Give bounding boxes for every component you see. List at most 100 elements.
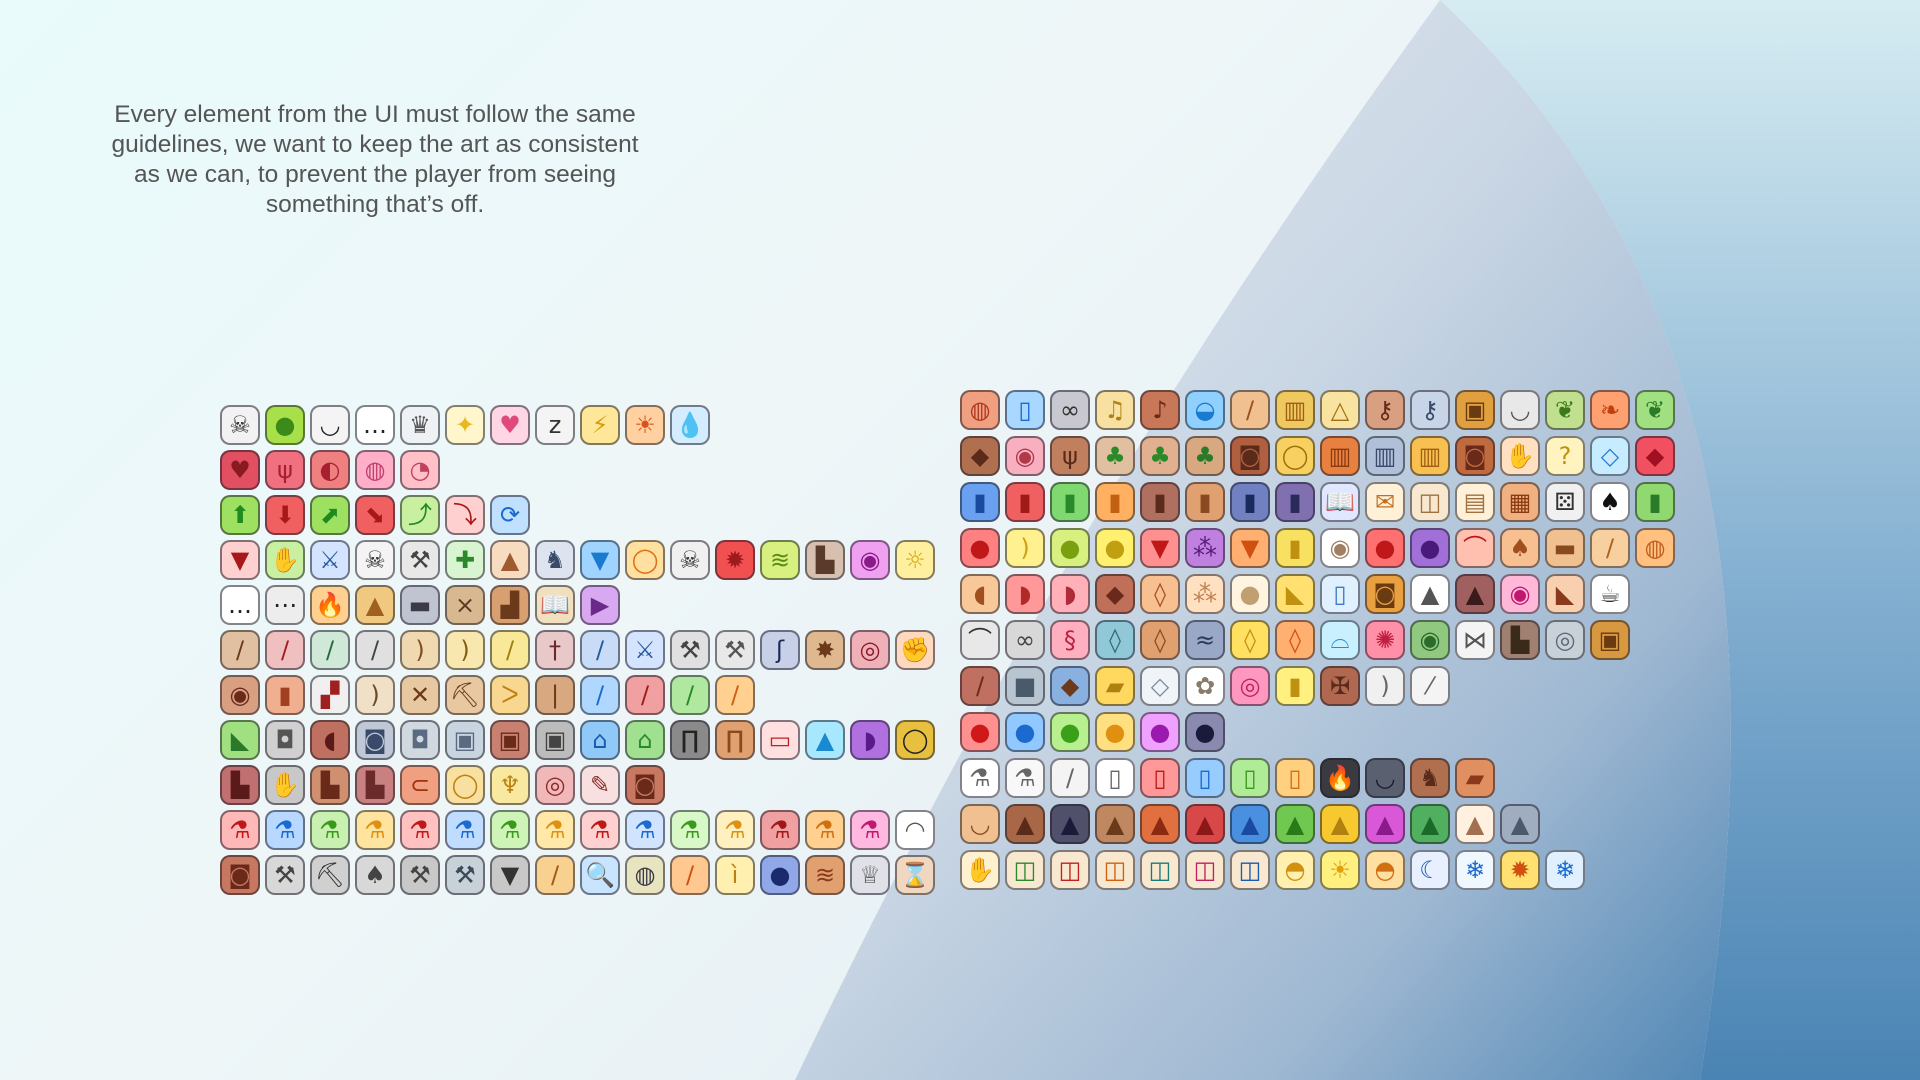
green-hand-icon: ✋ bbox=[265, 540, 305, 580]
basket-icon: ◡ bbox=[960, 804, 1000, 844]
bow-icon: ) bbox=[355, 675, 395, 715]
speech-bubble-icon: … bbox=[355, 405, 395, 445]
cheese-icon: ◣ bbox=[1275, 574, 1315, 614]
green-staff-icon: / bbox=[670, 675, 710, 715]
rope-coil-icon: ◎ bbox=[535, 765, 575, 805]
club-icon: | bbox=[535, 675, 575, 715]
rolled-scroll-icon: ◫ bbox=[1410, 482, 1450, 522]
violin-icon: ♪ bbox=[1140, 390, 1180, 430]
green-book-icon: ▮ bbox=[1050, 482, 1090, 522]
orange-leaf-icon: ❧ bbox=[1590, 390, 1630, 430]
red-jar-icon: ▯ bbox=[1140, 758, 1180, 798]
dark-powder-icon: ▲ bbox=[1050, 804, 1090, 844]
scroll-orange-icon: ◫ bbox=[1095, 850, 1135, 890]
onion-bulb-icon: ◉ bbox=[1005, 436, 1045, 476]
grapes-icon: ⁂ bbox=[1185, 528, 1225, 568]
yellow-potion-sparkle-icon: ⚗ bbox=[715, 810, 755, 850]
whip-icon: ◎ bbox=[850, 630, 890, 670]
skull-bone-icon: ☠ bbox=[355, 540, 395, 580]
empty-jar-icon: ▯ bbox=[1095, 758, 1135, 798]
purple-cloak-icon: ◗ bbox=[850, 720, 890, 760]
mushroom-icon: ♠ bbox=[1500, 528, 1540, 568]
hourglass-icon: ⌛ bbox=[895, 855, 935, 895]
crossed-swords-icon: ⚔ bbox=[310, 540, 350, 580]
roots-icon: ψ bbox=[1050, 436, 1090, 476]
olive-branch-icon: ❦ bbox=[1545, 390, 1585, 430]
blue-potion-plus-icon: ⚗ bbox=[445, 810, 485, 850]
leather-armor-icon: ▣ bbox=[490, 720, 530, 760]
icon-row-status: ☠ ● ◡… ♛ ✦ ♥ z ⚡ ☀ 💧 bbox=[220, 405, 715, 449]
skull-crossbones-icon: ☠ bbox=[220, 405, 260, 445]
wind-gust-icon: ≋ bbox=[760, 540, 800, 580]
refresh-icon: ⟳ bbox=[490, 495, 530, 535]
icon-row-weapons: / / / /)) / † / ⚔ ⚒ ⚒ ʃ ✸ ◎ ✊ bbox=[220, 630, 940, 674]
curved-sword-icon: ) bbox=[400, 630, 440, 670]
icon-row-arrows: ⬆ ⬇ ⬈ ⬊ ⤴ ⤵ ⟳ bbox=[220, 495, 535, 539]
leaf-hat-icon: ◣ bbox=[220, 720, 260, 760]
scroll-blue-icon: ◫ bbox=[1230, 850, 1270, 890]
spiky-crown-icon: ♛ bbox=[400, 405, 440, 445]
arrow-down-right-icon: ⬊ bbox=[355, 495, 395, 535]
axe-stump-icon: ▟ bbox=[490, 585, 530, 625]
red-gem-icon: ◆ bbox=[1635, 436, 1675, 476]
banana-icon: ) bbox=[1005, 528, 1045, 568]
apple-icon: ● bbox=[960, 528, 1000, 568]
lungs-icon: ψ bbox=[265, 450, 305, 490]
sparkles-icon: ✦ bbox=[445, 405, 485, 445]
eggs-icon: ⁂ bbox=[1185, 574, 1225, 614]
test-tube-icon: / bbox=[1050, 758, 1090, 798]
orange-book-icon: ▮ bbox=[1095, 482, 1135, 522]
dice-icon: ⚄ bbox=[1545, 482, 1585, 522]
green-shirt-icon: ⌂ bbox=[625, 720, 665, 760]
yarn-ball-icon: ◎ bbox=[1230, 666, 1270, 706]
tall-boots-icon: ▙ bbox=[355, 765, 395, 805]
icon-row-organs: ♥ ψ ◐ ◍ ◔ bbox=[220, 450, 445, 494]
rapier-icon: † bbox=[535, 630, 575, 670]
campfire-icon: 🔥 bbox=[310, 585, 350, 625]
gold-coin-icon: ◯ bbox=[1275, 436, 1315, 476]
octopus-icon: ✺ bbox=[1365, 620, 1405, 660]
boot-icon: ▙ bbox=[220, 765, 260, 805]
clownfish-icon: ◊ bbox=[1275, 620, 1315, 660]
milk-bottle-icon: ▯ bbox=[1320, 574, 1360, 614]
boot-kick-icon: ▲ bbox=[490, 540, 530, 580]
ice-cubes-icon: ◇ bbox=[1590, 436, 1630, 476]
blue-staff-icon: / bbox=[580, 675, 620, 715]
bread-slice-icon: ▬ bbox=[1545, 528, 1585, 568]
fire-ring-icon: ◯ bbox=[625, 540, 665, 580]
icon-row-plants: ◆ ◉ ψ ♣ ♣ ♣ ◙ ◯ ▥ ▥ ▥ ◙ ✋? ◇ ◆ bbox=[960, 436, 1680, 480]
diamond-icon: ◇ bbox=[1140, 666, 1180, 706]
fist-icon: ✊ bbox=[895, 630, 935, 670]
moon-icon: ☾ bbox=[1410, 850, 1450, 890]
wood-plank-icon: ▰ bbox=[1455, 758, 1495, 798]
blue-powder-icon: ▲ bbox=[1230, 804, 1270, 844]
shovel-icon: ♠ bbox=[355, 855, 395, 895]
icon-row-fishing: ⌒ ∞ § ◊ ◊ ≈ ◊ ◊ ⌓ ✺ ◉ ⋈ ▙ ◎ ▣ bbox=[960, 620, 1635, 664]
icon-row-meats: ◖ ◗ ◗ ◆ ◊ ⁂ ● ◣ ▯ ◙ ▲ ▲ ◉ ◣ ☕ bbox=[960, 574, 1635, 618]
open-book-icon: 📖 bbox=[535, 585, 575, 625]
heraldic-shield-icon: ▞ bbox=[310, 675, 350, 715]
scimitar-icon: ) bbox=[445, 630, 485, 670]
icon-row-weather: ✋ ◫ ◫ ◫ ◫ ◫ ◫ ◓ ☀ ◓ ☾ ❄ ✹ ❄ bbox=[960, 850, 1590, 894]
lyre-icon: ♫ bbox=[1095, 390, 1135, 430]
heart-icon: ♥ bbox=[490, 405, 530, 445]
blue-jar-icon: ▯ bbox=[1185, 758, 1225, 798]
icon-row-armor: ◣ ◘ ◖ ◙ ◘ ▣ ▣ ▣ ⌂ ⌂ ∏ ∏ ▭ ▲ ◗ ◯ bbox=[220, 720, 940, 764]
eel-icon: ≈ bbox=[1185, 620, 1225, 660]
round-shield-icon: ◉ bbox=[220, 675, 260, 715]
plant-pot-icon: ♣ bbox=[1185, 436, 1225, 476]
magenta-powder-icon: ▲ bbox=[1365, 804, 1405, 844]
drill-icon: ▼ bbox=[490, 855, 530, 895]
pickaxe-weapon-icon: ⛏ bbox=[445, 675, 485, 715]
brown-powder-icon: ▲ bbox=[1005, 804, 1045, 844]
treasure-chest-icon: ▣ bbox=[1455, 390, 1495, 430]
empty-vial-icon: ⚗ bbox=[1005, 758, 1045, 798]
chain-links-icon: ∞ bbox=[1005, 620, 1045, 660]
eggplant-icon: ● bbox=[1410, 528, 1450, 568]
sprout-pot-icon: ♣ bbox=[1140, 436, 1180, 476]
stomach-icon: ◐ bbox=[310, 450, 350, 490]
portal-icon: ◉ bbox=[850, 540, 890, 580]
hand-coin-icon: ✋ bbox=[1500, 436, 1540, 476]
closed-eye-icon: ◡ bbox=[310, 405, 350, 445]
icon-row-bottles: ⚗ ⚗ / ▯ ▯ ▯ ▯ ▯ 🔥 ◡ ♞ ▰ bbox=[960, 758, 1500, 802]
